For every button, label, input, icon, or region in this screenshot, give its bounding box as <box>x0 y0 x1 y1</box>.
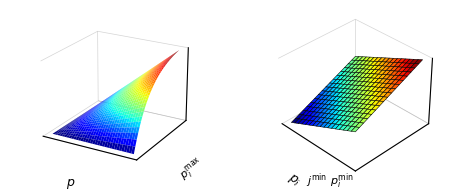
X-axis label: $p$: $p$ <box>66 177 75 191</box>
X-axis label: $p_i$: $p_i$ <box>285 171 303 190</box>
Y-axis label: $p_i^{\mathrm{max}}$: $p_i^{\mathrm{max}}$ <box>176 154 207 184</box>
Text: $j^{\mathrm{min}}$: $j^{\mathrm{min}}$ <box>306 172 328 190</box>
Text: $p_i^{\mathrm{min}}$: $p_i^{\mathrm{min}}$ <box>330 172 354 191</box>
